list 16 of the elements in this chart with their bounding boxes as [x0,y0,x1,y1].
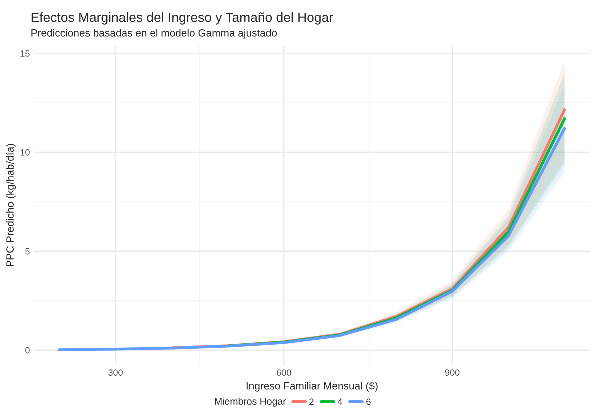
x-tick-label: 600 [277,370,292,376]
y-axis-title: PPC Predicho (kg/hab/día) [6,144,16,267]
x-tick-label: 900 [445,370,460,376]
y-tick-label: 10 [20,149,30,156]
chart-subtitle: Predicciones basadas en el modelo Gamma ajustado [32,29,278,39]
legend-title: Miembros Hogar [215,398,286,407]
x-tick-label: 300 [108,370,123,376]
legend-label: 4 [338,398,342,405]
legend-label: 6 [366,398,371,406]
y-tick-label: 15 [20,50,30,57]
x-axis-title: Ingreso Familiar Mensual ($) [246,382,378,392]
line-series [58,127,566,352]
chart-title: Efectos Marginales del Ingreso y Tamaño del Hogar [32,12,334,25]
y-tick-label: 5 [26,248,30,255]
legend-label: 2 [310,398,314,405]
y-tick-label: 0 [26,347,30,354]
